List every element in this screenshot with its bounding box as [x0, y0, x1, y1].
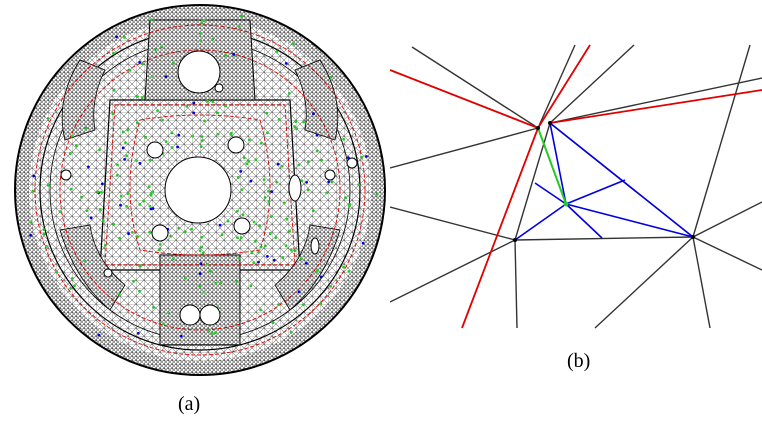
holes — [60, 50, 358, 326]
panel-a-mesh-diagram — [14, 4, 386, 376]
green-edge — [537, 127, 567, 205]
feature-lines — [34, 24, 366, 356]
caption-a: (a) — [178, 393, 201, 415]
red-edges — [390, 44, 762, 329]
panel-b-zoom-diagram — [390, 44, 762, 329]
dark-edges — [390, 44, 762, 329]
caption-b: (b) — [567, 350, 591, 372]
blue-edges — [514, 122, 694, 241]
vertices — [513, 121, 695, 242]
